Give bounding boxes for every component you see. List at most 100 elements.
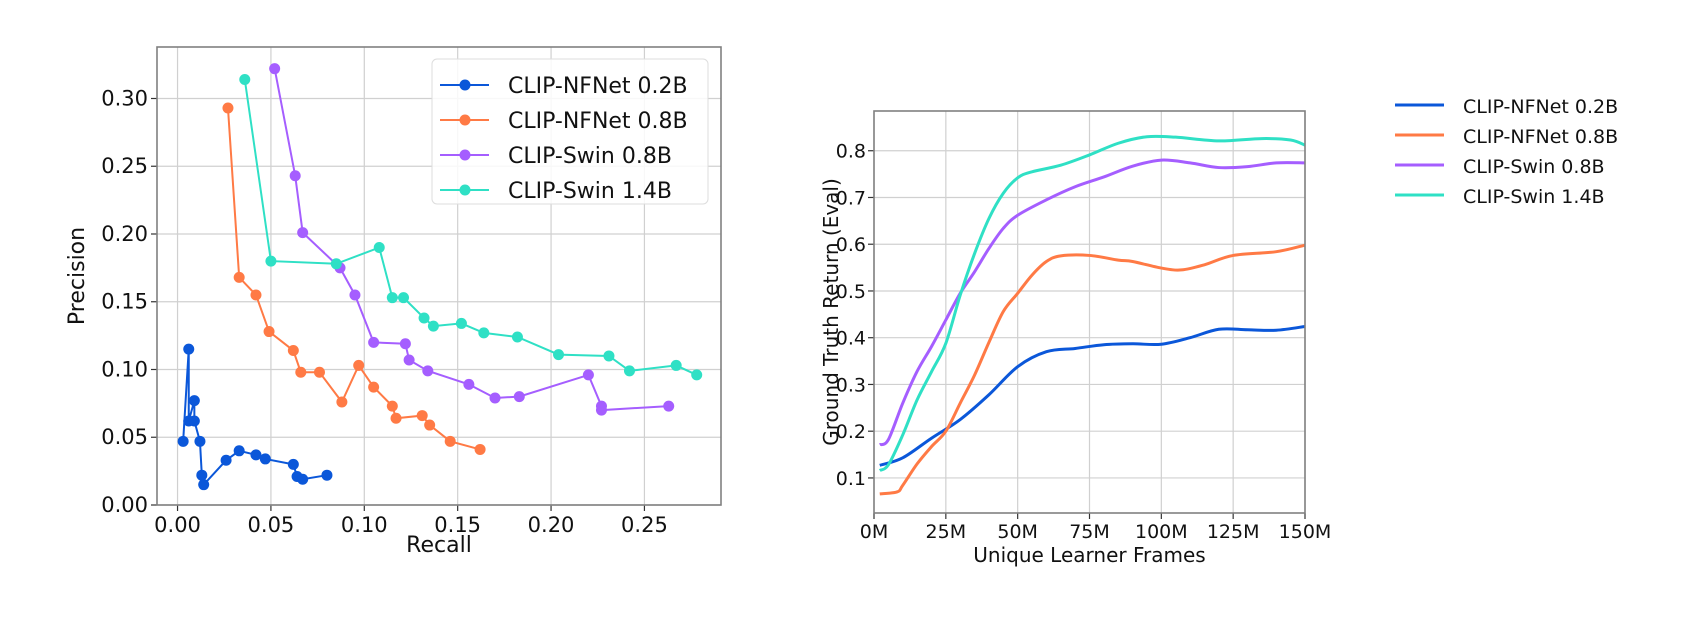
series-1-point — [313, 366, 325, 378]
legend-marker-1 — [459, 114, 471, 126]
x-tick-label: 0.15 — [434, 513, 481, 537]
series-3-point — [398, 292, 410, 304]
x-tick-label: 150M — [1279, 521, 1332, 543]
x-tick-label: 0.05 — [248, 513, 295, 537]
series-0-point — [188, 395, 200, 407]
legend: CLIP-NFNet 0.2B CLIP-NFNet 0.8B CLIP-Swin … — [1395, 96, 1618, 208]
series-line-2 — [273, 68, 669, 412]
series-0-point — [188, 415, 200, 427]
y-tick-label: 0.05 — [101, 425, 148, 449]
legend-label-0: CLIP-NFNet 0.2B — [508, 74, 688, 99]
series-1-point — [353, 359, 365, 371]
x-axis-label: Recall — [406, 533, 472, 558]
series-curve-2 — [878, 158, 1306, 447]
series-2-point — [422, 365, 434, 377]
series-line-3 — [243, 79, 698, 376]
series-0-point — [183, 343, 195, 355]
x-tick-label: 0.20 — [528, 513, 575, 537]
y-tick-label: 0.7 — [836, 187, 866, 209]
legend-marker-3 — [459, 184, 471, 196]
series-1-point — [424, 419, 436, 431]
legend-label-3: CLIP-Swin 1.4B — [508, 179, 672, 204]
legend-marker-0 — [459, 79, 471, 91]
y-tick-label: 0.4 — [836, 328, 866, 350]
series-2-point — [269, 63, 281, 75]
series-0-point — [297, 473, 309, 485]
series-3-point — [691, 369, 703, 381]
series-1-point — [233, 271, 245, 283]
legend-label-3: CLIP-Swin 1.4B — [1463, 186, 1605, 208]
series-0-point — [177, 435, 189, 447]
series-3-point — [670, 359, 682, 371]
y-tick-label: 0.3 — [836, 374, 866, 396]
series-3-point — [623, 365, 635, 377]
legend-label-0: CLIP-NFNet 0.2B — [1463, 96, 1618, 118]
series-3-point — [330, 258, 342, 270]
legend-label-1: CLIP-NFNet 0.8B — [508, 109, 688, 134]
series-3-point — [386, 292, 398, 304]
x-tick-label: 50M — [997, 521, 1038, 543]
series-0-point — [198, 479, 210, 491]
y-tick-label: 0.1 — [836, 468, 866, 490]
x-tick-label: 100M — [1135, 521, 1188, 543]
legend: CLIP-NFNet 0.2B CLIP-NFNet 0.8B CLIP-Swin … — [431, 58, 709, 205]
series-1-point — [287, 345, 299, 357]
series-0-point — [196, 469, 208, 481]
y-tick-label: 0.6 — [836, 234, 866, 256]
series-line-1 — [226, 107, 481, 451]
series-1-point — [250, 289, 262, 301]
series-2-point — [489, 392, 501, 404]
x-axis-label: Unique Learner Frames — [973, 543, 1205, 567]
x-tick-label: 25M — [926, 521, 967, 543]
series-curve-3 — [878, 134, 1306, 472]
series-1-point — [390, 412, 402, 424]
series-2-point — [595, 404, 607, 416]
y-tick-label: 0.30 — [101, 86, 148, 110]
legend-label-2: CLIP-Swin 0.8B — [1463, 156, 1605, 178]
series-1-point — [386, 400, 398, 412]
series-2-point — [513, 391, 525, 403]
series-3-point — [418, 312, 430, 324]
series-3-point — [265, 255, 277, 267]
x-tick-label: 0.00 — [154, 513, 201, 537]
series-1-point — [263, 326, 275, 338]
series-3-point — [603, 350, 615, 362]
series-0-point — [259, 453, 271, 465]
series-2-point — [663, 400, 675, 412]
series-1-point — [336, 396, 348, 408]
series-1-point — [222, 102, 234, 114]
precision-recall-chart: 0.00 0.05 0.10 0.15 0.20 0.25 0.00 0.05 0.10 0.15… — [65, 46, 722, 558]
series-2-point — [349, 289, 361, 301]
series-1-point — [474, 443, 486, 455]
series-2-point — [399, 338, 411, 350]
series-2-point — [297, 227, 309, 239]
series-1-point — [416, 410, 428, 422]
series-0-point — [233, 445, 245, 457]
y-axis-label: Precision — [65, 227, 90, 325]
series-3-point — [455, 317, 467, 329]
series-3-point — [427, 320, 439, 332]
series-3-point — [373, 242, 385, 254]
series-2-point — [368, 336, 380, 348]
y-tick-label: 0.5 — [836, 281, 866, 303]
x-tick-label: 0.10 — [341, 513, 388, 537]
series-1-point — [368, 381, 380, 393]
legend-box — [431, 58, 709, 205]
plot-frame — [156, 46, 722, 506]
y-tick-label: 0.20 — [101, 222, 148, 246]
series-3-point — [239, 74, 251, 86]
series-0-point — [194, 435, 206, 447]
y-tick-label: 0.2 — [836, 421, 866, 443]
legend-label-2: CLIP-Swin 0.8B — [508, 144, 672, 169]
series-3-point — [553, 349, 565, 361]
plot-frame — [873, 110, 1306, 514]
series-0-point — [250, 449, 262, 461]
series-3-point — [511, 331, 523, 343]
x-tick-label: 0.25 — [621, 513, 668, 537]
series-0-point — [287, 458, 299, 470]
series-line-0 — [182, 349, 328, 487]
y-tick-label: 0.00 — [101, 493, 148, 517]
y-tick-label: 0.8 — [836, 141, 866, 163]
x-tick-label: 125M — [1207, 521, 1260, 543]
